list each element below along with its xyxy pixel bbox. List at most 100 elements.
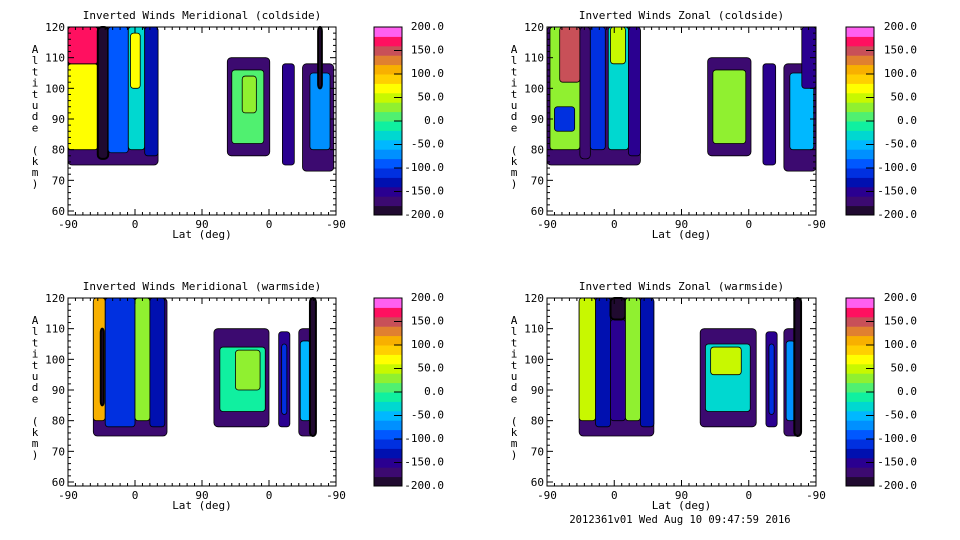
colorbar-band [374, 448, 402, 459]
colorbar-label: 200.0 [411, 291, 444, 304]
y-axis-label-char: ) [32, 448, 39, 461]
y-axis-label-char: d [511, 381, 518, 394]
colorbar-band [846, 307, 874, 318]
y-axis-label-char: i [511, 77, 518, 90]
y-tick-label: 70 [52, 445, 65, 458]
colorbar-band [846, 467, 874, 478]
y-axis-label-char: A [32, 43, 39, 56]
colorbar-band [374, 316, 402, 327]
colorbar-label: 200.0 [411, 20, 444, 33]
y-tick-label: 110 [524, 52, 544, 65]
contour-region [793, 297, 803, 437]
colorbar-band [374, 158, 402, 169]
x-tick-label: -90 [537, 218, 557, 231]
colorbar-band [374, 177, 402, 188]
x-tick-label: 0 [266, 218, 273, 231]
colorbar-band [846, 74, 874, 84]
y-tick-label: 90 [531, 113, 544, 126]
colorbar-band [846, 64, 874, 75]
colorbar: 200.0 150.0 100.0 50.0 0.0 -50.0 -100.0 -150.0 -… [845, 20, 917, 221]
colorbar-band [846, 55, 874, 66]
y-axis-label-char: A [511, 43, 518, 56]
colorbar-band [846, 177, 874, 188]
y-axis-label-char: i [511, 348, 518, 361]
contour-region [134, 297, 151, 422]
y-tick-label: 110 [45, 323, 65, 336]
colorbar-band [374, 92, 402, 103]
colorbar-label: 150.0 [884, 44, 917, 57]
colorbar-band [374, 83, 402, 94]
colorbar-band [846, 196, 874, 207]
contour-fill [67, 26, 335, 172]
colorbar-band [374, 64, 402, 75]
x-tick-label: -90 [537, 489, 557, 502]
colorbar-band [374, 439, 402, 449]
y-axis-label-char: m [32, 437, 39, 450]
y-axis-label-char: ( [511, 144, 518, 157]
colorbar-band [374, 168, 402, 178]
colorbar-band [374, 130, 402, 141]
contour-region [281, 63, 295, 166]
colorbar-band [374, 205, 402, 216]
colorbar-label: 200.0 [884, 291, 917, 304]
contour-region [99, 327, 105, 407]
y-tick-label: 100 [45, 82, 65, 95]
colorbar-band [846, 420, 874, 431]
y-axis-label-char: ( [32, 415, 39, 428]
y-axis-label-char: l [511, 54, 518, 67]
contour-region [578, 297, 596, 422]
colorbar-label: -50.0 [884, 138, 917, 151]
colorbar-label: 50.0 [418, 91, 445, 104]
colorbar: 200.0 150.0 100.0 50.0 0.0 -50.0 -100.0 -150.0 -… [845, 291, 918, 492]
contour-region [67, 63, 99, 151]
colorbar-band [374, 335, 402, 346]
y-tick-label: 60 [52, 205, 65, 218]
colorbar-band [846, 448, 874, 459]
colorbar-label: 0.0 [424, 385, 444, 398]
colorbar-band [374, 27, 402, 37]
y-tick-label: 110 [524, 323, 544, 336]
y-axis-label-char: t [511, 65, 518, 78]
y-axis-label-char: i [32, 348, 39, 361]
plot-title: Inverted Winds Zonal (warmside) [579, 280, 784, 293]
colorbar-band [846, 168, 874, 178]
colorbar-label: -200.0 [404, 479, 444, 492]
colorbar-band [374, 326, 402, 337]
contour-fill [578, 297, 803, 437]
y-tick-label: 120 [45, 21, 65, 34]
colorbar-band [846, 363, 874, 374]
colorbar-band [846, 429, 874, 440]
colorbar-band [846, 401, 874, 412]
y-tick-label: 70 [531, 174, 544, 187]
x-tick-label: -90 [58, 489, 78, 502]
colorbar-band [846, 392, 874, 402]
contour-region [609, 297, 627, 321]
colorbar-label: -150.0 [877, 185, 917, 198]
y-axis-label-char: m [32, 166, 39, 179]
y-tick-label: 70 [52, 174, 65, 187]
colorbar-label: 100.0 [884, 338, 917, 351]
colorbar-band [374, 196, 402, 207]
colorbar-band [846, 83, 874, 94]
colorbar-band [846, 45, 874, 56]
y-axis-label-char: ( [32, 144, 39, 157]
x-tick-label: 0 [132, 218, 139, 231]
colorbar-band [374, 139, 402, 150]
colorbar-band [846, 326, 874, 337]
colorbar-band [374, 121, 402, 131]
y-tick-label: 120 [45, 292, 65, 305]
colorbar-label: -200.0 [877, 208, 917, 221]
x-axis-label: Lat (deg) [172, 228, 232, 241]
contour-region [554, 106, 576, 132]
contour-region [149, 297, 166, 428]
colorbar-band [374, 354, 402, 365]
y-axis-label-char: k [32, 155, 39, 168]
x-tick-label: 0 [745, 218, 752, 231]
colorbar-band [374, 467, 402, 478]
y-tick-label: 110 [45, 52, 65, 65]
contour-panel-4: Inverted Winds Zonal (warmside) 60 70 80 90 1… [511, 280, 917, 512]
colorbar-label: 50.0 [891, 362, 918, 375]
y-tick-label: 100 [524, 82, 544, 95]
